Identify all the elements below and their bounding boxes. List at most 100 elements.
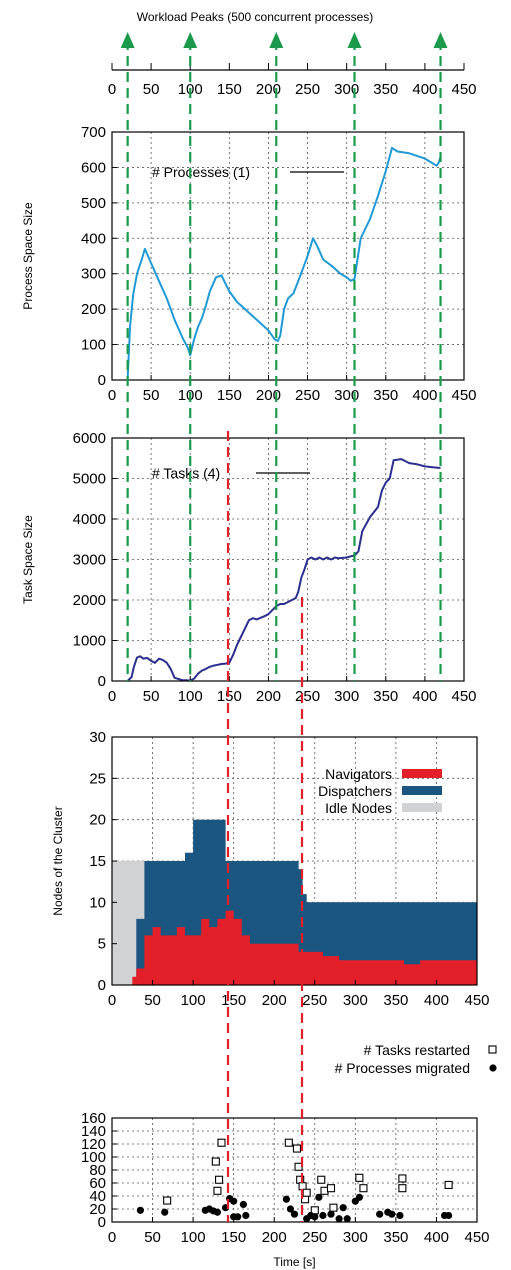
y-tick-label: 80: [89, 1162, 106, 1179]
y-tick-label: 300: [81, 266, 106, 283]
legend-label-tasks: # Tasks (4): [152, 465, 220, 481]
x-tick-label: 150: [217, 81, 242, 98]
y-tick-label: 20: [89, 812, 106, 829]
x-tick-label: 250: [302, 992, 327, 1009]
y-tick-label: 600: [81, 159, 106, 176]
x-tick-label: 450: [451, 81, 476, 98]
x-tick-label: 450: [464, 1229, 489, 1246]
processes-migrated-point: [445, 1211, 453, 1220]
x-tick-label: 400: [412, 688, 437, 705]
x-tick-label: 400: [424, 1229, 449, 1246]
peak-arrow-head: [183, 32, 198, 48]
x-tick-label: 300: [334, 81, 359, 98]
legend-label: Dispatchers: [318, 783, 392, 799]
grid-layer: [112, 132, 477, 1222]
legend-swatch: [402, 769, 442, 778]
y-tick-label: 30: [89, 729, 106, 746]
tasks-restarted-point: [355, 1173, 364, 1182]
y-tick-label: 500: [81, 195, 106, 212]
x-tick-label: 250: [295, 81, 320, 98]
x-tick-label: 200: [256, 387, 281, 404]
y-tick-label: 200: [81, 301, 106, 318]
processes-migrated-point: [339, 1204, 347, 1212]
x-tick-label: 50: [144, 1229, 161, 1246]
overlay-layer: [120, 32, 448, 1222]
legend-marker-restarted: [488, 1045, 497, 1054]
tasks-restarted-point: [217, 1138, 226, 1147]
x-tick-label: 250: [302, 1229, 327, 1246]
y-tick-label: 400: [81, 230, 106, 247]
y-tick-label: 25: [89, 770, 106, 787]
x-tick-label: 150: [221, 1229, 246, 1246]
frame-layer: [111, 63, 478, 1223]
legend-swatch: [402, 786, 442, 795]
processes-migrated-point: [396, 1211, 404, 1220]
processes-migrated-point: [234, 1213, 242, 1221]
x-tick-label: 400: [424, 992, 449, 1009]
x-tick-label: 200: [256, 688, 281, 705]
x-tick-label: 50: [143, 688, 160, 705]
legend-marker-migrated: [489, 1064, 497, 1072]
legend-label-migrated: # Processes migrated: [335, 1060, 470, 1076]
x-tick-label: 50: [143, 81, 160, 98]
y-tick-label: 140: [81, 1123, 106, 1140]
x-tick-label: 250: [295, 387, 320, 404]
peak-arrow-head: [120, 32, 135, 48]
processes-migrated-point: [230, 1197, 238, 1205]
x-tick-label: 450: [451, 688, 476, 705]
tasks-restarted-point: [292, 1144, 301, 1153]
x-tick-label: 100: [178, 688, 203, 705]
y-tick-label: 700: [81, 124, 106, 141]
x-tick-label: 200: [256, 81, 281, 98]
processes-migrated-point: [242, 1211, 250, 1220]
x-tick-label: 350: [383, 1229, 408, 1246]
y-tick-label: 120: [81, 1136, 106, 1153]
legend-label-restarted: # Tasks restarted: [364, 1042, 470, 1058]
processes-migrated-point: [213, 1208, 222, 1216]
processes-migrated-point: [355, 1193, 363, 1201]
x-tick-label: 300: [343, 992, 368, 1009]
tasks-restarted-point: [163, 1196, 172, 1205]
x-tick-label: 0: [108, 992, 116, 1009]
x-tick-label: 150: [217, 387, 242, 404]
navigators-area: [112, 910, 477, 985]
x-tick-label: 350: [383, 992, 408, 1009]
y-tick-label: 5: [98, 936, 106, 953]
processes-migrated-point: [286, 1205, 295, 1213]
x-tick-label: 100: [181, 1229, 206, 1246]
processes-migrated-point: [161, 1208, 169, 1216]
x-tick-label: 200: [262, 992, 287, 1009]
y-tick-label: 100: [81, 1149, 106, 1166]
x-tick-label: 450: [464, 992, 489, 1009]
x-tick-label: 350: [373, 81, 398, 98]
x-tick-label: 150: [221, 992, 246, 1009]
x-axis-label: Time [s]: [273, 1255, 315, 1269]
processes-migrated-point: [388, 1210, 396, 1218]
y-tick-label: 1000: [73, 633, 106, 650]
processes-migrated-point: [136, 1206, 144, 1214]
x-tick-label: 0: [108, 81, 116, 98]
y-tick-label: 100: [81, 337, 106, 354]
y-tick-label: 5000: [73, 471, 106, 488]
x-tick-label: 0: [108, 1229, 116, 1246]
x-tick-label: 200: [262, 1229, 287, 1246]
legend-swatch: [402, 803, 442, 812]
x-tick-label: 50: [144, 992, 161, 1009]
tasks-restarted-point: [298, 1182, 307, 1191]
x-tick-label: 350: [373, 688, 398, 705]
x-tick-label: 100: [181, 992, 206, 1009]
processes-migrated-point: [311, 1213, 319, 1221]
tasks-restarted-point: [329, 1203, 338, 1212]
x-tick-label: 250: [295, 688, 320, 705]
processes-migrated-point: [315, 1193, 323, 1201]
x-tick-label: 0: [108, 688, 116, 705]
tasks-restarted-point: [326, 1184, 336, 1193]
y-tick-label: 0: [98, 1214, 106, 1231]
y-axis-label: Process Space Size: [21, 202, 35, 310]
y-axis-label: Task Space Size: [21, 515, 35, 604]
x-tick-label: 300: [334, 688, 359, 705]
tasks-restarted-point: [398, 1174, 407, 1183]
x-tick-label: 400: [412, 387, 437, 404]
tasks-restarted-point: [284, 1138, 293, 1147]
